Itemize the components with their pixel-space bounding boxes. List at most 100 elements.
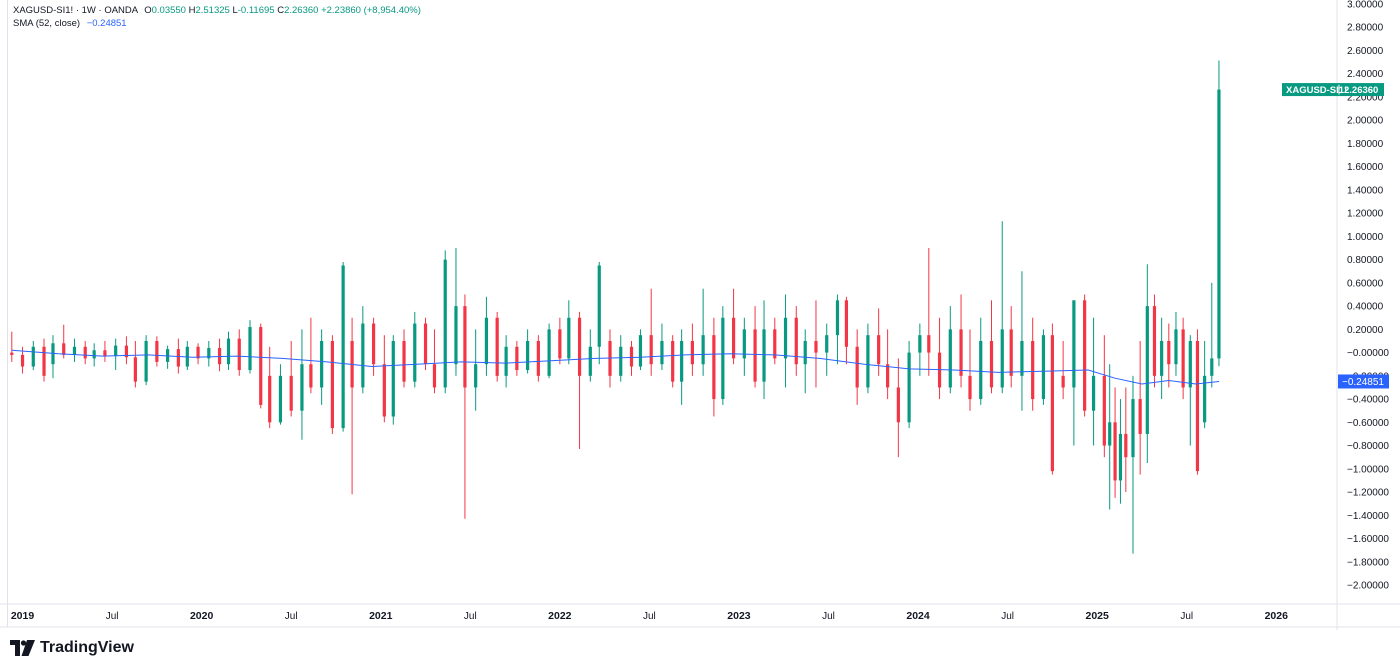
candle-body[interactable]: [1188, 340, 1192, 388]
candle-body[interactable]: [783, 317, 788, 359]
candle-body[interactable]: [896, 387, 900, 423]
candle-body[interactable]: [1152, 306, 1157, 376]
candle-body[interactable]: [1203, 375, 1207, 423]
candle-body[interactable]: [320, 340, 324, 388]
candle-body[interactable]: [114, 345, 118, 357]
tradingview-logo[interactable]: TradingView: [10, 639, 134, 657]
candle-body[interactable]: [690, 340, 694, 365]
candle-body[interactable]: [948, 329, 952, 388]
candle-body[interactable]: [803, 340, 807, 365]
candle-body[interactable]: [248, 327, 252, 371]
candle-body[interactable]: [463, 306, 467, 388]
chart-area[interactable]: 3.00000 2.80000 2.60000 2.40000 2.20000 2.000…: [0, 0, 1400, 630]
candle-body[interactable]: [1000, 329, 1004, 388]
candle-body[interactable]: [207, 347, 211, 359]
candle-body[interactable]: [72, 346, 77, 355]
candle-body[interactable]: [1217, 89, 1221, 359]
candle-body[interactable]: [1083, 300, 1087, 411]
candle-body[interactable]: [1131, 399, 1135, 458]
candle-body[interactable]: [597, 265, 601, 347]
candle-body[interactable]: [794, 317, 798, 365]
candle-body[interactable]: [558, 329, 562, 359]
candle-body[interactable]: [959, 329, 963, 376]
candle-body[interactable]: [1020, 340, 1024, 376]
candle-body[interactable]: [671, 340, 675, 382]
candle-body[interactable]: [1181, 329, 1185, 388]
candle-body[interactable]: [927, 335, 931, 353]
candle-body[interactable]: [371, 323, 376, 365]
candle-body[interactable]: [1145, 306, 1149, 434]
candle-body[interactable]: [1009, 329, 1013, 376]
candle-body[interactable]: [1113, 422, 1117, 481]
candle-body[interactable]: [1195, 340, 1200, 472]
candle-body[interactable]: [495, 317, 499, 376]
candle-body[interactable]: [649, 335, 653, 365]
candle-body[interactable]: [577, 317, 582, 376]
candle-body[interactable]: [1108, 422, 1112, 446]
candle-body[interactable]: [300, 364, 304, 411]
candle-body[interactable]: [629, 346, 634, 367]
candle-body[interactable]: [176, 349, 180, 367]
candle-body[interactable]: [361, 323, 365, 388]
candle-body[interactable]: [62, 343, 66, 355]
candle-body[interactable]: [42, 346, 46, 376]
candle-body[interactable]: [155, 340, 159, 362]
candle-body[interactable]: [144, 340, 148, 382]
candle-body[interactable]: [1210, 358, 1214, 376]
candle-body[interactable]: [515, 346, 519, 371]
candle-body[interactable]: [484, 317, 489, 365]
candle-body[interactable]: [1072, 300, 1076, 388]
candle-body[interactable]: [454, 306, 458, 365]
candle-body[interactable]: [536, 340, 540, 376]
candle-body[interactable]: [443, 259, 447, 388]
sma-label[interactable]: SMA (52, close): [13, 18, 81, 29]
candle-body[interactable]: [237, 338, 241, 371]
candle-body[interactable]: [721, 317, 725, 400]
candle-body[interactable]: [432, 364, 437, 388]
candle-body[interactable]: [259, 327, 263, 405]
candle-body[interactable]: [753, 329, 757, 382]
candle-body[interactable]: [1061, 375, 1065, 388]
candle-body[interactable]: [226, 338, 231, 365]
candle-body[interactable]: [92, 350, 96, 359]
candle-body[interactable]: [701, 335, 705, 365]
candle-body[interactable]: [103, 350, 107, 357]
candle-body[interactable]: [825, 335, 829, 353]
candle-body[interactable]: [391, 340, 395, 417]
candle-body[interactable]: [638, 335, 643, 367]
candle-body[interactable]: [547, 329, 551, 376]
candle-body[interactable]: [504, 346, 508, 376]
candle-body[interactable]: [1091, 375, 1096, 411]
candle-body[interactable]: [712, 335, 716, 400]
candle-body[interactable]: [83, 346, 87, 359]
candle-body[interactable]: [773, 329, 777, 359]
symbol-label[interactable]: XAGUSD-SI1! · 1W · OANDA: [13, 5, 138, 16]
candle-body[interactable]: [979, 340, 983, 400]
candle-body[interactable]: [1138, 399, 1142, 434]
candle-body[interactable]: [341, 265, 345, 429]
candle-body[interactable]: [588, 346, 592, 376]
candle-body[interactable]: [660, 340, 664, 365]
candle-body[interactable]: [855, 346, 859, 388]
candle-body[interactable]: [835, 300, 840, 336]
candle-body[interactable]: [1160, 340, 1164, 376]
candle-body[interactable]: [877, 335, 881, 365]
candle-body[interactable]: [133, 357, 137, 382]
candle-body[interactable]: [844, 300, 849, 347]
candle-body[interactable]: [289, 375, 293, 411]
candle-body[interactable]: [268, 375, 272, 423]
candle-body[interactable]: [196, 346, 200, 359]
candle-body[interactable]: [402, 340, 406, 382]
candle-body[interactable]: [526, 340, 530, 371]
candle-body[interactable]: [330, 340, 334, 429]
candle-body[interactable]: [619, 346, 623, 376]
candle-body[interactable]: [423, 323, 428, 365]
candle-body[interactable]: [474, 364, 478, 388]
candle-body[interactable]: [742, 329, 746, 359]
candle-body[interactable]: [1174, 329, 1178, 365]
candle-body[interactable]: [309, 364, 313, 388]
candle-body[interactable]: [1118, 433, 1123, 481]
candle-body[interactable]: [968, 375, 972, 400]
candle-body[interactable]: [20, 354, 25, 367]
candle-body[interactable]: [1124, 433, 1128, 458]
